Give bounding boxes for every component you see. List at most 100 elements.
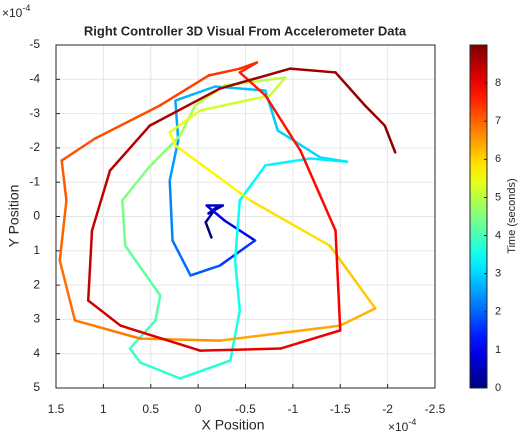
y-tick-label: 3 — [33, 312, 40, 326]
trajectory-segment — [60, 159, 68, 202]
trajectory-segment — [58, 199, 68, 262]
x-tick-label: 1 — [100, 402, 107, 416]
trajectory-segment — [334, 71, 367, 107]
trajectory-segment — [189, 264, 222, 277]
trajectory-segment — [158, 74, 210, 107]
x-tick-label: -1 — [288, 402, 299, 416]
trajectory-segment — [168, 179, 174, 242]
colorbar-tick-label: 4 — [495, 229, 501, 241]
trajectory-segment — [86, 299, 122, 327]
axes-box — [55, 44, 436, 389]
trajectory-segment — [238, 71, 267, 97]
trajectory-segment — [218, 324, 342, 342]
trajectory-segment — [276, 129, 322, 159]
trajectory-segment — [128, 347, 142, 364]
colorbar — [469, 44, 488, 389]
trajectory-segment — [60, 137, 97, 162]
trajectory-segment — [148, 87, 222, 127]
colorbar-tick-label: 8 — [495, 77, 501, 89]
trajectory-segment — [248, 199, 332, 247]
trajectory-segment — [128, 319, 157, 350]
y-tick-label: 5 — [33, 380, 40, 394]
chart-title: Right Controller 3D Visual From Accelero… — [84, 23, 407, 38]
x-tick-label: 1.5 — [48, 402, 65, 416]
y-tick-label: 4 — [33, 346, 40, 360]
colorbar-tick-label: 6 — [495, 153, 501, 165]
trajectory-segment — [264, 157, 312, 167]
y-tick-label: -5 — [29, 37, 40, 51]
y-tick-label: 1 — [33, 243, 40, 257]
trajectory-segment — [238, 61, 259, 74]
y-axis-label: Y Position — [6, 185, 22, 248]
colorbar-tick-label: 7 — [495, 115, 501, 127]
x-tick-label: -0.5 — [235, 402, 256, 416]
trajectory-segment — [233, 259, 242, 312]
trajectory-segment — [223, 219, 257, 242]
trajectory-segment — [299, 149, 337, 232]
exponent-base: ×10 — [388, 420, 409, 434]
trajectory-segment — [383, 124, 397, 154]
trajectory-segment — [334, 229, 342, 332]
exponent-base: ×10 — [2, 6, 23, 20]
trajectory-segment — [123, 244, 162, 297]
trajectory-segment — [168, 131, 177, 147]
trajectory-segment — [339, 307, 377, 327]
colorbar-tick-label: 0 — [495, 382, 501, 394]
trajectory-segment — [264, 94, 302, 152]
trajectory-segment — [58, 259, 77, 322]
colorbar-label: Time (seconds) — [506, 178, 518, 253]
x-tick-label: -2 — [382, 402, 393, 416]
colorbar-tick-label: 3 — [495, 268, 501, 280]
trajectory-segment — [121, 167, 150, 202]
x-tick-label: 0 — [195, 402, 202, 416]
trajectory-segment — [178, 359, 232, 380]
trajectory-segment — [198, 94, 272, 112]
colorbar-tick-label: 5 — [495, 191, 501, 203]
trajectory-segment — [73, 319, 142, 340]
trajectory-segment — [119, 324, 202, 352]
x-tick-label: -2.5 — [425, 402, 446, 416]
trajectory-segment — [229, 309, 242, 362]
exponent-power: -4 — [22, 3, 30, 13]
trajectory-segment — [174, 85, 217, 102]
y-tick-label: -3 — [29, 106, 40, 120]
x-axis-label: X Position — [201, 417, 264, 433]
x-exponent: ×10-4 — [388, 417, 416, 434]
trajectory-segment — [139, 337, 222, 342]
trajectory-segment — [108, 124, 152, 172]
y-tick-label: 0 — [33, 209, 40, 223]
y-exponent: ×10-4 — [2, 3, 30, 20]
trajectory-segment — [279, 329, 342, 350]
trajectory-segment — [204, 221, 213, 239]
trajectory-segment — [233, 199, 242, 262]
trajectory-segment — [86, 229, 94, 302]
y-tick-label: -2 — [29, 140, 40, 154]
trajectory-segment — [308, 157, 349, 163]
trajectory-segment — [205, 204, 226, 222]
y-tick-label: -4 — [29, 71, 40, 85]
trajectory-segment — [171, 239, 192, 277]
trajectory-segment — [207, 204, 225, 215]
x-tick-label: -1.5 — [330, 402, 351, 416]
trajectory-segment — [198, 347, 282, 352]
trajectory-segment — [174, 144, 252, 202]
x-tick-label: 0.5 — [142, 402, 159, 416]
trajectory-segment — [154, 294, 162, 322]
trajectory-segment — [139, 361, 182, 380]
trajectory-segment — [268, 76, 287, 97]
trajectory-segment — [288, 67, 337, 74]
colorbar-tick-label: 1 — [495, 344, 501, 356]
trajectory-segment — [207, 67, 242, 77]
y-tick-label: -1 — [29, 174, 40, 188]
trajectory-segment — [363, 104, 387, 127]
trajectory-segment — [93, 104, 162, 140]
trajectory-segment — [174, 99, 180, 142]
trajectory-segment — [218, 67, 292, 90]
colorbar-tick-label: 2 — [495, 306, 501, 318]
y-tick-label: 2 — [33, 277, 40, 291]
trajectory-segment — [168, 109, 202, 134]
trajectory-segment — [121, 199, 127, 247]
trajectory-segment — [90, 169, 112, 232]
exponent-power: -4 — [408, 417, 416, 427]
